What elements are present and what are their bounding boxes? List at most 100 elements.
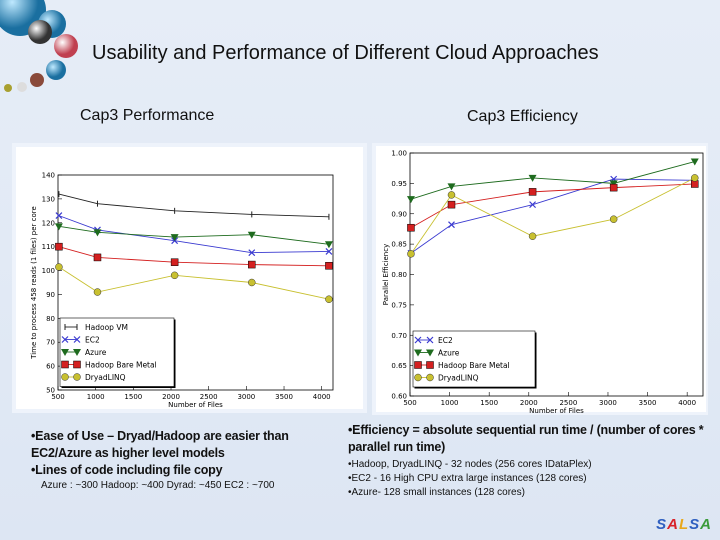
y-tick-label: 100 <box>42 267 55 275</box>
x-axis-label: Number of Files <box>168 401 223 409</box>
data-point <box>55 263 63 271</box>
x-tick-label: 1000 <box>441 399 459 407</box>
data-point <box>529 201 537 209</box>
x-tick-label: 3500 <box>639 399 657 407</box>
y-tick-label: 0.80 <box>391 271 407 279</box>
series-hadoop-bare-metal <box>55 242 333 270</box>
data-point <box>609 215 618 223</box>
x-tick-label: 1000 <box>87 393 105 401</box>
data-point <box>325 262 333 270</box>
data-point <box>93 253 102 262</box>
data-point <box>55 212 63 220</box>
left-notes: •Ease of Use – Dryad/Hadoop are easier t… <box>31 428 331 493</box>
lines-of-code-note: •Lines of code including file copy <box>31 463 223 477</box>
data-point <box>448 221 455 229</box>
legend-marker <box>414 336 422 344</box>
y-tick-label: 0.95 <box>391 180 407 188</box>
salsa-letter: S <box>656 516 668 533</box>
salsa-letter: A <box>700 516 712 533</box>
legend-label: Hadoop Bare Metal <box>438 361 510 370</box>
data-point <box>447 200 456 209</box>
legend-marker <box>73 349 81 356</box>
y-tick-label: 0.85 <box>391 241 407 249</box>
data-point <box>406 196 415 204</box>
data-point <box>54 223 63 231</box>
right-heading: Cap3 Efficiency <box>467 108 578 125</box>
y-tick-label: 0.70 <box>391 332 407 340</box>
data-point <box>170 234 179 242</box>
data-point <box>93 229 102 237</box>
x-tick-label: 3000 <box>599 399 617 407</box>
y-tick-label: 90 <box>46 291 55 299</box>
x-tick-label: 2000 <box>162 393 180 401</box>
y-axis-label: Time to process 458 reads (1 files) per … <box>30 206 38 360</box>
data-point <box>325 248 333 255</box>
salsa-logo: SALSA <box>656 516 712 533</box>
data-point <box>609 180 618 188</box>
series-hadoop-vm <box>58 191 330 220</box>
y-axis-label: Parallel Efficiency <box>382 244 390 305</box>
legend: EC2 Azure Hadoop Bare Metal DryadLINQ <box>412 330 537 389</box>
data-point <box>690 158 699 166</box>
legend-label: Azure <box>438 349 460 358</box>
salsa-letter: L <box>678 516 690 533</box>
y-tick-label: 80 <box>46 315 55 323</box>
legend-marker <box>61 360 69 369</box>
legend-marker <box>73 336 81 343</box>
legend-marker <box>426 336 434 344</box>
efficiency-chart: 500 1000 1500 2000 2500 3000 3500 4000 0.60 0.65 0… <box>372 143 708 415</box>
x-tick-label: 500 <box>51 393 64 401</box>
x-tick-label: 1500 <box>124 393 142 401</box>
config-hadoop: •Hadoop, DryadLINQ - 32 nodes (256 cores… <box>348 459 592 470</box>
data-point <box>170 258 179 266</box>
data-point <box>248 260 256 269</box>
x-tick-label: 1500 <box>480 399 498 407</box>
x-tick-label: 2500 <box>559 399 577 407</box>
legend-marker <box>414 349 422 357</box>
data-point <box>247 231 256 239</box>
ease-of-use-note: •Ease of Use – Dryad/Hadoop are easier t… <box>31 429 289 460</box>
plot-frame <box>57 174 334 391</box>
legend-marker <box>426 349 434 357</box>
legend-marker <box>414 361 422 369</box>
lines-of-code-values: Azure : ~300 Hadoop: ~400 Dyrad: ~450 EC… <box>41 480 275 491</box>
legend-label: EC2 <box>438 336 453 345</box>
data-point <box>447 191 456 199</box>
x-tick-label: 2000 <box>520 399 538 407</box>
right-notes: •Efficiency = absolute sequential run ti… <box>348 422 713 500</box>
performance-chart: 500 1000 1500 2000 2500 3000 3500 4000 50 60 70 80 9… <box>12 143 367 413</box>
y-tick-label: 0.60 <box>391 393 407 401</box>
series-azure <box>54 223 333 249</box>
legend-marker <box>414 373 422 382</box>
config-azure: •Azure- 128 small instances (128 cores) <box>348 487 525 498</box>
data-point <box>93 288 102 296</box>
y-tick-label: 0.75 <box>391 301 407 309</box>
legend-marker <box>61 373 69 381</box>
y-tick-label: 50 <box>46 387 55 395</box>
x-tick-label: 3500 <box>275 393 293 401</box>
legend-marker <box>426 373 434 382</box>
data-point <box>248 278 256 287</box>
salsa-letter: A <box>667 516 679 533</box>
data-point <box>325 295 333 303</box>
config-ec2: •EC2 - 16 High CPU extra large instances… <box>348 473 587 484</box>
data-point <box>528 174 537 182</box>
data-point <box>324 241 333 249</box>
legend-label: DryadLINQ <box>438 374 479 383</box>
legend-marker <box>73 360 81 369</box>
y-tick-label: 70 <box>46 339 55 347</box>
x-tick-label: 4000 <box>678 399 696 407</box>
x-tick-label: 2500 <box>200 393 218 401</box>
data-point <box>407 223 415 232</box>
legend-label: DryadLINQ <box>85 373 126 382</box>
legend: Hadoop VM EC2 Azure Hadoop Bare Metal DryadL… <box>59 317 176 388</box>
data-point <box>170 271 179 280</box>
salsa-letter: S <box>689 516 701 533</box>
legend-marker <box>426 361 434 369</box>
series-dryadlinq <box>407 174 699 258</box>
efficiency-definition: •Efficiency = absolute sequential run ti… <box>348 423 704 454</box>
series-azure <box>406 158 699 204</box>
data-point <box>528 232 537 240</box>
legend-label: EC2 <box>85 336 100 345</box>
data-point <box>528 188 537 196</box>
